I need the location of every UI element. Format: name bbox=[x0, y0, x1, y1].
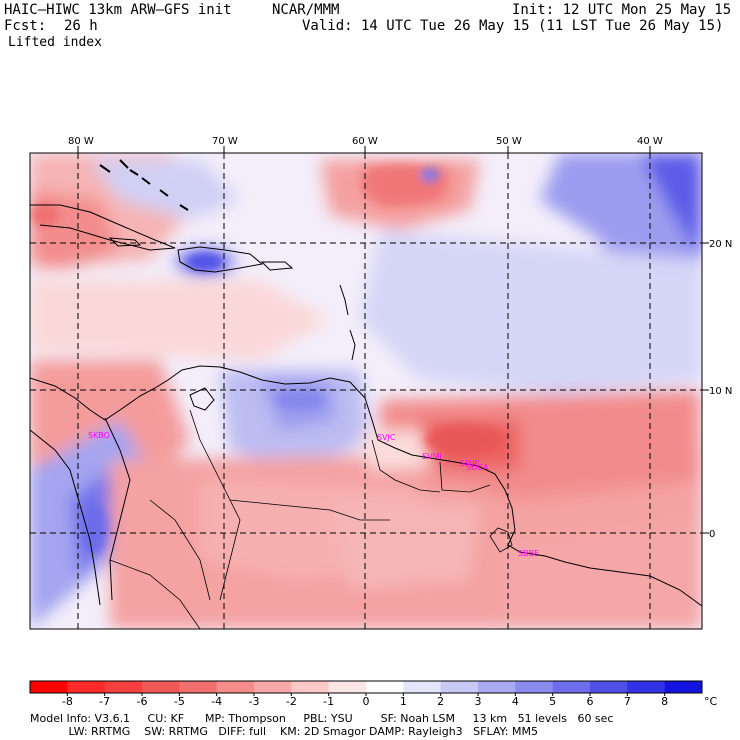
colorbar-swatch bbox=[515, 681, 554, 693]
colorbar-tick-label: -7 bbox=[99, 695, 110, 708]
field-name: Lifted index bbox=[8, 35, 102, 50]
colorbar-unit: °C bbox=[704, 695, 718, 708]
colorbar-tick-label: 5 bbox=[549, 695, 556, 708]
station-sbbe: SBBE bbox=[518, 549, 539, 558]
colorbar-swatch bbox=[552, 681, 591, 693]
colorbar-tick-label: 1 bbox=[400, 695, 407, 708]
colorbar-swatch bbox=[403, 681, 442, 693]
colorbar: -8 -7 -6 -5 -4 -3 -2 -1 0 1 2 3 4 5 6 7 8 °C bbox=[29, 680, 718, 708]
colorbar-tick-label: -5 bbox=[174, 695, 185, 708]
colorbar-swatch bbox=[366, 681, 404, 693]
colorbar-tick-label: -3 bbox=[249, 695, 260, 708]
colorbar-tick-label: -6 bbox=[137, 695, 148, 708]
colorbar-swatch bbox=[104, 681, 143, 693]
colorbar-swatch bbox=[664, 681, 703, 693]
colorbar-tick-label: 6 bbox=[587, 695, 594, 708]
map-frame bbox=[29, 152, 703, 630]
lifted-index-field bbox=[30, 153, 702, 629]
lon-label-40w: 40 W bbox=[637, 136, 663, 147]
country-borders bbox=[109, 409, 513, 629]
lon-label-80w: 80 W bbox=[68, 136, 94, 147]
station-soca: SOCA bbox=[466, 463, 489, 472]
colorbar-tick-label: 7 bbox=[624, 695, 631, 708]
colorbar-tick-label: 0 bbox=[363, 695, 370, 708]
model-info-line-2: LW: RRTMG SW: RRTMG DIFF: full KM: 2D Sm… bbox=[30, 725, 538, 738]
colorbar-swatch bbox=[590, 681, 628, 693]
station-svjc: SVJC bbox=[377, 433, 396, 442]
colorbar-swatch bbox=[179, 681, 218, 693]
colorbar-swatch bbox=[216, 681, 255, 693]
colorbar-tick-label: -8 bbox=[62, 695, 73, 708]
station-svmi: SVMI bbox=[422, 452, 442, 461]
colorbar-tick-label: 8 bbox=[661, 695, 668, 708]
colorbar-swatch bbox=[30, 681, 68, 693]
model-title: HAIC–HIWC 13km ARW–GFS init bbox=[4, 2, 232, 18]
colorbar-swatch bbox=[478, 681, 516, 693]
colorbar-tick-label: -2 bbox=[286, 695, 297, 708]
forecast-hour: 26 h bbox=[64, 18, 98, 34]
lat-lon-grid bbox=[30, 153, 702, 629]
model-info-line-1: Model Info: V3.6.1 CU: KF MP: Thompson P… bbox=[30, 712, 614, 725]
lon-label-60w: 60 W bbox=[352, 136, 378, 147]
coastlines bbox=[30, 204, 702, 607]
organization: NCAR/MMM bbox=[272, 2, 340, 18]
colorbar-swatch bbox=[440, 681, 479, 693]
forecast-label: Fcst: bbox=[4, 18, 47, 34]
colorbar-swatch bbox=[328, 681, 367, 693]
init-time: Init: 12 UTC Mon 25 May 15 bbox=[512, 2, 732, 18]
colorbar-tick-label: 3 bbox=[475, 695, 482, 708]
colorbar-tick-label: -4 bbox=[211, 695, 222, 708]
lon-label-70w: 70 W bbox=[212, 136, 238, 147]
valid-time: Valid: 14 UTC Tue 26 May 15 (11 LST Tue … bbox=[302, 18, 724, 34]
lat-label-20n: 20 N bbox=[709, 239, 732, 250]
station-smjp: SMJP bbox=[460, 459, 479, 468]
lat-label-0: 0 bbox=[709, 529, 715, 540]
colorbar-swatch bbox=[67, 681, 106, 693]
station-skbo: SKBO bbox=[88, 431, 110, 440]
lon-label-50w: 50 W bbox=[496, 136, 522, 147]
colorbar-swatch bbox=[291, 681, 330, 693]
colorbar-swatch bbox=[254, 681, 292, 693]
lat-label-10n: 10 N bbox=[709, 386, 732, 397]
colorbar-tick-label: 2 bbox=[437, 695, 444, 708]
colorbar-tick-label: 4 bbox=[512, 695, 519, 708]
colorbar-tick-label: -1 bbox=[323, 695, 334, 708]
colorbar-swatch bbox=[142, 681, 180, 693]
colorbar-swatch bbox=[627, 681, 666, 693]
